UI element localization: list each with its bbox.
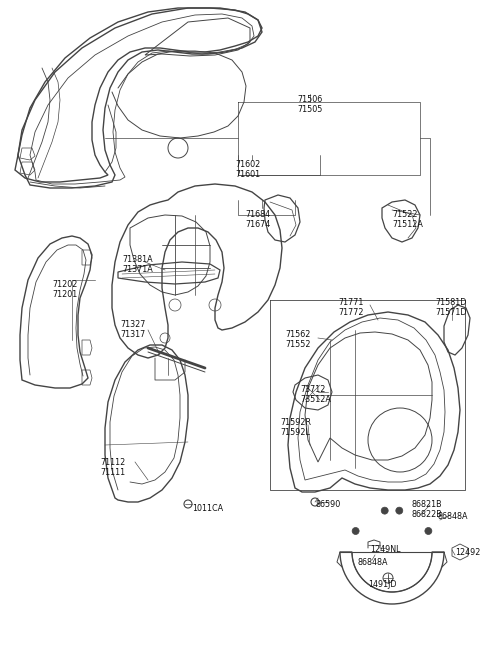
Text: 1249NL: 1249NL (370, 545, 400, 554)
Text: 71562
71552: 71562 71552 (285, 330, 311, 350)
Text: 71381A
71371A: 71381A 71371A (122, 255, 153, 274)
Text: 71771
71772: 71771 71772 (338, 298, 363, 318)
Circle shape (381, 507, 388, 514)
Text: 86821B
86822B: 86821B 86822B (412, 500, 443, 520)
Text: 86590: 86590 (315, 500, 340, 509)
Text: 1011CA: 1011CA (192, 504, 223, 513)
Text: 71506
71505: 71506 71505 (297, 95, 323, 114)
Text: 71684
71674: 71684 71674 (245, 210, 271, 230)
Circle shape (396, 507, 403, 514)
Text: 71602
71601: 71602 71601 (235, 160, 261, 179)
Text: 71592R
71592L: 71592R 71592L (280, 418, 311, 438)
Text: 12492: 12492 (455, 548, 480, 557)
Circle shape (352, 527, 359, 535)
Text: 1491JD: 1491JD (368, 580, 396, 589)
Text: 71581D
71571D: 71581D 71571D (435, 298, 467, 318)
Text: 71522
71512A: 71522 71512A (392, 210, 423, 230)
Text: 71112
71111: 71112 71111 (100, 458, 125, 478)
Text: 71327
71317: 71327 71317 (120, 320, 145, 339)
Text: 73712
73512A: 73712 73512A (300, 385, 331, 404)
Text: 86848A: 86848A (358, 558, 388, 567)
Circle shape (425, 527, 432, 535)
Text: 86848A: 86848A (438, 512, 468, 521)
Text: 71202
71201: 71202 71201 (52, 280, 77, 299)
